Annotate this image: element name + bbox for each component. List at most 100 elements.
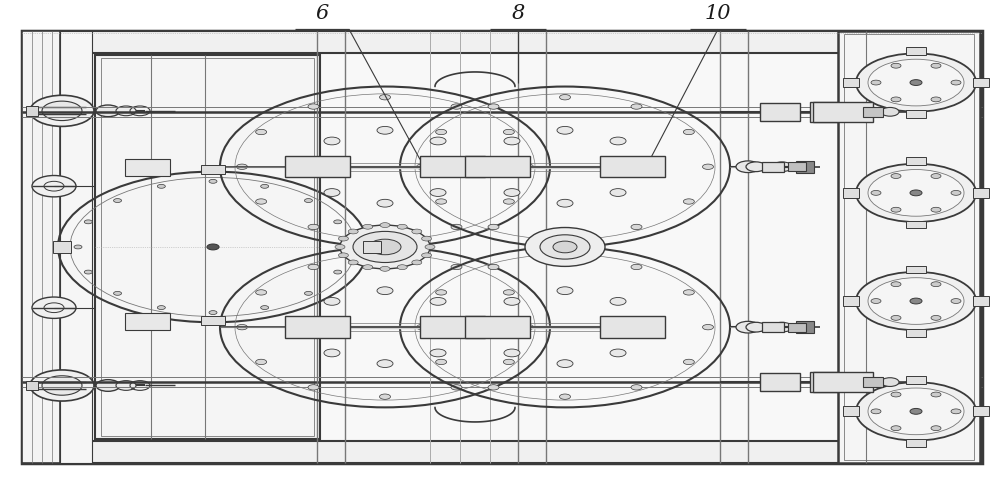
Bar [906,376,926,384]
Circle shape [140,318,154,325]
Circle shape [931,426,941,431]
Circle shape [868,170,964,216]
Circle shape [237,164,248,170]
Circle shape [459,324,473,331]
Bar [95,55,320,439]
Circle shape [840,107,860,117]
Circle shape [436,199,447,204]
Circle shape [816,106,840,118]
Circle shape [560,255,570,260]
Circle shape [318,320,346,334]
Circle shape [344,245,352,249]
Circle shape [430,189,446,196]
Circle shape [451,224,462,230]
Circle shape [503,290,514,295]
Circle shape [868,388,964,435]
Circle shape [768,376,792,388]
Circle shape [470,320,498,334]
Bar [788,323,806,332]
Circle shape [736,321,760,333]
Circle shape [604,320,632,334]
Circle shape [891,316,901,320]
Circle shape [308,104,319,109]
Circle shape [931,173,941,178]
Circle shape [488,104,499,109]
Bar [906,220,926,228]
Circle shape [424,160,452,173]
Bar [906,266,926,273]
Circle shape [256,129,267,135]
Circle shape [702,164,714,170]
Circle shape [632,160,660,173]
Circle shape [334,270,342,274]
Circle shape [363,224,373,229]
Circle shape [951,298,961,303]
Circle shape [397,265,407,270]
Circle shape [157,306,165,310]
Circle shape [488,385,499,390]
Circle shape [931,316,941,320]
Text: 8: 8 [511,4,525,24]
Circle shape [380,394,390,399]
Bar [762,322,784,332]
Bar [201,316,225,325]
Circle shape [436,290,447,295]
Bar [843,78,859,87]
Bar [973,188,989,198]
Circle shape [504,137,520,145]
Circle shape [683,359,694,365]
Circle shape [868,278,964,324]
Circle shape [772,322,792,332]
Circle shape [639,324,653,331]
Circle shape [488,264,499,270]
Circle shape [610,297,626,305]
Bar [844,33,974,460]
Circle shape [140,165,154,172]
Circle shape [610,189,626,196]
Circle shape [560,95,570,100]
Bar [973,78,989,87]
Circle shape [891,392,901,397]
Bar [813,372,873,392]
Circle shape [891,426,901,431]
Circle shape [451,264,462,270]
Circle shape [557,126,573,134]
Circle shape [422,236,432,241]
Circle shape [891,63,901,68]
Circle shape [498,160,526,173]
Text: 6: 6 [315,4,329,24]
Circle shape [308,385,319,390]
Bar [843,296,859,306]
Circle shape [348,229,358,234]
Circle shape [560,234,570,239]
Circle shape [42,101,82,121]
Circle shape [30,370,94,401]
Circle shape [430,349,446,357]
Circle shape [951,191,961,196]
Bar [843,407,859,416]
Circle shape [377,287,393,294]
Circle shape [504,189,520,196]
Bar [906,110,926,118]
Circle shape [84,270,92,274]
Circle shape [430,297,446,305]
Circle shape [505,324,519,331]
Bar [125,313,170,330]
Circle shape [353,231,417,263]
Circle shape [436,129,447,135]
Circle shape [32,175,76,197]
Circle shape [96,105,120,117]
Circle shape [631,224,642,230]
Circle shape [891,97,901,102]
Circle shape [631,385,642,390]
Circle shape [632,320,660,334]
Circle shape [505,163,519,170]
Circle shape [931,282,941,287]
Bar [420,156,485,177]
Circle shape [931,392,941,397]
Circle shape [856,272,976,330]
Circle shape [377,199,393,207]
Bar [201,165,225,174]
Circle shape [340,225,430,269]
Circle shape [871,191,881,196]
